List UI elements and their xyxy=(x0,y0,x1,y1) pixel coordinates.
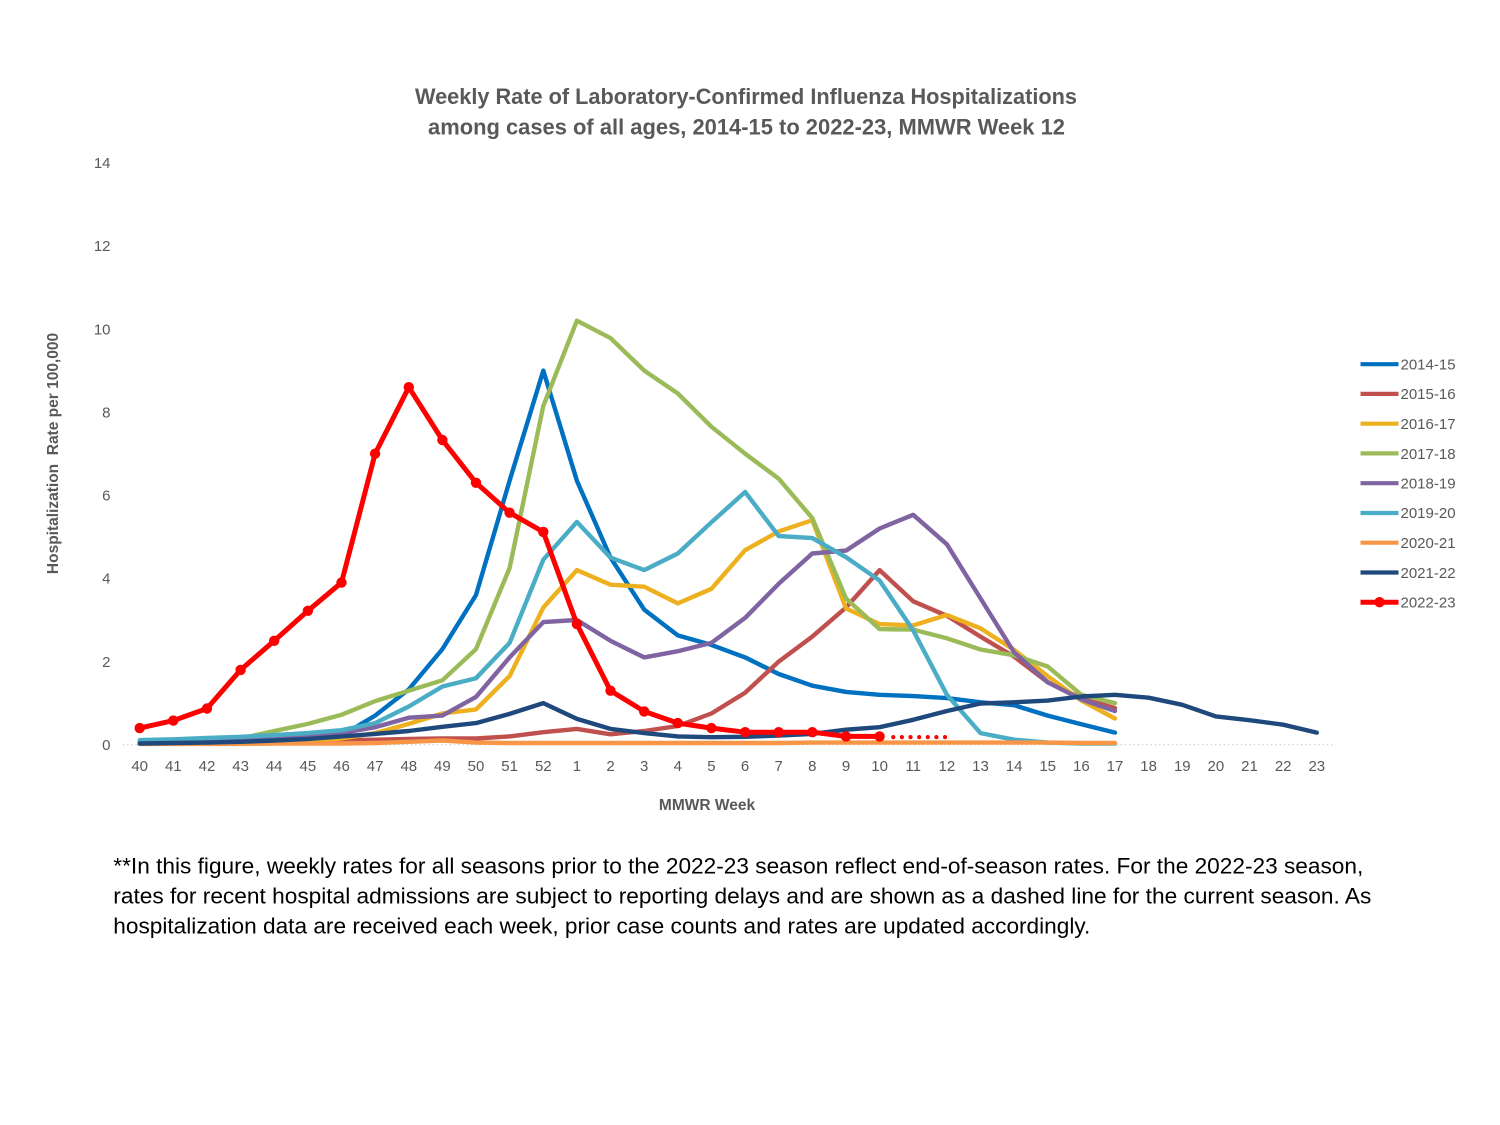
svg-text:2021-22: 2021-22 xyxy=(1401,565,1456,582)
svg-text:50: 50 xyxy=(468,758,485,775)
svg-text:6: 6 xyxy=(102,488,110,505)
svg-text:15: 15 xyxy=(1039,758,1056,775)
svg-text:17: 17 xyxy=(1107,758,1124,775)
svg-text:41: 41 xyxy=(165,758,182,775)
svg-text:47: 47 xyxy=(367,758,384,775)
svg-text:19: 19 xyxy=(1174,758,1191,775)
svg-text:2015-16: 2015-16 xyxy=(1401,386,1456,403)
svg-text:8: 8 xyxy=(808,758,816,775)
svg-text:20: 20 xyxy=(1208,758,1225,775)
svg-text:42: 42 xyxy=(199,758,216,775)
svg-text:16: 16 xyxy=(1073,758,1090,775)
svg-text:rates for recent hospital admi: rates for recent hospital admissions are… xyxy=(113,883,1371,908)
svg-text:**In this figure, weekly rates: **In this figure, weekly rates for all s… xyxy=(113,853,1363,878)
svg-text:43: 43 xyxy=(232,758,249,775)
svg-text:7: 7 xyxy=(775,758,783,775)
svg-text:48: 48 xyxy=(400,758,417,775)
svg-text:18: 18 xyxy=(1140,758,1157,775)
svg-text:2016-17: 2016-17 xyxy=(1401,416,1456,433)
svg-text:2014-15: 2014-15 xyxy=(1401,357,1456,374)
svg-text:12: 12 xyxy=(94,238,111,255)
svg-text:0: 0 xyxy=(102,737,110,754)
svg-text:12: 12 xyxy=(939,758,956,775)
svg-text:44: 44 xyxy=(266,758,283,775)
svg-text:8: 8 xyxy=(102,404,110,421)
svg-text:46: 46 xyxy=(333,758,350,775)
svg-text:1: 1 xyxy=(573,758,581,775)
svg-text:3: 3 xyxy=(640,758,648,775)
svg-text:11: 11 xyxy=(905,758,921,775)
svg-text:Hospitalization Rate per 100,: Hospitalization Rate per 100,000 xyxy=(45,333,62,574)
svg-text:2: 2 xyxy=(606,758,614,775)
svg-text:23: 23 xyxy=(1308,758,1325,775)
svg-text:5: 5 xyxy=(707,758,715,775)
svg-text:2018-19: 2018-19 xyxy=(1401,476,1456,493)
svg-text:14: 14 xyxy=(1006,758,1023,775)
svg-text:49: 49 xyxy=(434,758,451,775)
svg-text:45: 45 xyxy=(300,758,317,775)
svg-text:4: 4 xyxy=(674,758,682,775)
svg-text:2017-18: 2017-18 xyxy=(1401,446,1456,463)
svg-text:4: 4 xyxy=(102,571,110,588)
svg-text:2022-23: 2022-23 xyxy=(1401,595,1456,612)
svg-text:10: 10 xyxy=(871,758,888,775)
svg-text:13: 13 xyxy=(972,758,989,775)
svg-text:52: 52 xyxy=(535,758,552,775)
svg-text:2020-21: 2020-21 xyxy=(1401,535,1456,552)
svg-text:MMWR Week: MMWR Week xyxy=(659,797,756,814)
svg-text:21: 21 xyxy=(1241,758,1258,775)
svg-text:among cases of all ages, 2014-: among cases of all ages, 2014-15 to 2022… xyxy=(428,115,1065,140)
svg-text:10: 10 xyxy=(94,321,111,338)
svg-text:9: 9 xyxy=(842,758,850,775)
svg-text:22: 22 xyxy=(1275,758,1292,775)
svg-text:Weekly Rate of Laboratory-Conf: Weekly Rate of Laboratory-Confirmed Infl… xyxy=(415,84,1077,109)
svg-text:2019-20: 2019-20 xyxy=(1401,505,1456,522)
svg-text:hospitalization data are recei: hospitalization data are received each w… xyxy=(113,913,1090,938)
svg-text:14: 14 xyxy=(94,155,111,172)
svg-text:40: 40 xyxy=(131,758,148,775)
svg-text:2: 2 xyxy=(102,654,110,671)
svg-text:51: 51 xyxy=(501,758,518,775)
svg-text:6: 6 xyxy=(741,758,749,775)
